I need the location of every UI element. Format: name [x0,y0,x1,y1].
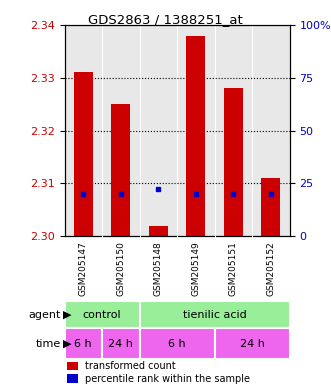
Bar [186,35,205,236]
Bar [224,88,243,236]
Text: percentile rank within the sample: percentile rank within the sample [85,374,250,384]
Bar [74,73,93,236]
Text: control: control [83,310,121,320]
Text: GSM205151: GSM205151 [229,242,238,296]
Bar [261,178,280,236]
Bar [112,104,130,236]
Bar [67,374,78,383]
Text: GDS2863 / 1388251_at: GDS2863 / 1388251_at [88,13,243,26]
Text: agent: agent [29,310,61,320]
Bar [140,328,214,359]
Text: GSM205147: GSM205147 [79,242,88,296]
Text: time: time [36,339,61,349]
Text: 6 h: 6 h [74,339,92,349]
Text: GSM205150: GSM205150 [116,242,125,296]
Bar [102,328,140,359]
Bar [65,328,102,359]
Bar [140,301,290,328]
Text: 24 h: 24 h [108,339,133,349]
Text: 6 h: 6 h [168,339,186,349]
Text: transformed count: transformed count [85,361,175,371]
Text: 24 h: 24 h [240,339,264,349]
Bar [149,225,168,236]
Text: GSM205149: GSM205149 [191,242,200,296]
Bar [67,362,78,370]
Text: ▶: ▶ [63,310,71,320]
Text: ▶: ▶ [63,339,71,349]
Text: GSM205152: GSM205152 [266,242,275,296]
Bar [214,328,290,359]
Text: GSM205148: GSM205148 [154,242,163,296]
Bar [65,301,140,328]
Text: tienilic acid: tienilic acid [183,310,247,320]
